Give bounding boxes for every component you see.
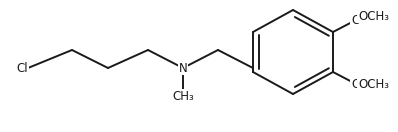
Text: Cl: Cl (16, 62, 28, 74)
Text: OCH₃: OCH₃ (358, 10, 389, 22)
Text: O: O (351, 13, 361, 27)
Text: CH₃: CH₃ (172, 90, 194, 103)
Text: OCH₃: OCH₃ (358, 77, 389, 91)
Text: N: N (179, 62, 187, 74)
Text: O: O (351, 77, 361, 91)
